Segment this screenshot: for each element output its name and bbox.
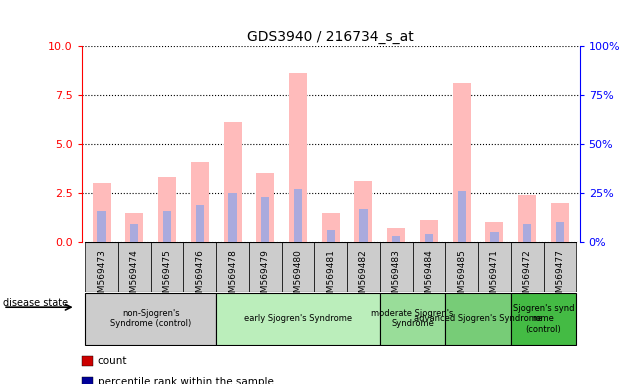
Bar bbox=[216, 242, 249, 292]
Bar bbox=[544, 242, 576, 292]
Bar bbox=[413, 242, 445, 292]
Bar bbox=[380, 242, 413, 292]
Text: GSM569473: GSM569473 bbox=[97, 250, 106, 304]
Text: GSM569476: GSM569476 bbox=[195, 250, 204, 304]
Text: GSM569480: GSM569480 bbox=[294, 250, 302, 304]
Bar bbox=[196, 205, 204, 242]
Bar bbox=[380, 293, 445, 344]
Bar bbox=[261, 197, 269, 242]
Bar bbox=[93, 183, 110, 242]
Text: GSM569485: GSM569485 bbox=[457, 250, 466, 304]
Text: advanced Sjogren's Syndrome: advanced Sjogren's Syndrome bbox=[414, 314, 542, 323]
Bar bbox=[282, 242, 314, 292]
Bar bbox=[425, 234, 433, 242]
Bar bbox=[518, 195, 536, 242]
Text: GSM569475: GSM569475 bbox=[163, 250, 171, 304]
Bar bbox=[457, 191, 466, 242]
Bar bbox=[163, 210, 171, 242]
Text: GSM569477: GSM569477 bbox=[556, 250, 564, 304]
Text: Sjogren's synd
rome
(control): Sjogren's synd rome (control) bbox=[513, 304, 575, 334]
Bar bbox=[478, 242, 511, 292]
Text: percentile rank within the sample: percentile rank within the sample bbox=[98, 377, 273, 384]
Bar bbox=[387, 228, 405, 242]
Bar bbox=[183, 242, 216, 292]
Text: GSM569474: GSM569474 bbox=[130, 250, 139, 304]
Bar bbox=[158, 177, 176, 242]
Bar bbox=[256, 174, 274, 242]
Bar bbox=[85, 242, 118, 292]
Text: GSM569482: GSM569482 bbox=[359, 250, 368, 304]
Text: early Sjogren's Syndrome: early Sjogren's Syndrome bbox=[244, 314, 352, 323]
Bar bbox=[511, 242, 544, 292]
Text: GSM569484: GSM569484 bbox=[425, 250, 433, 304]
Bar bbox=[151, 242, 183, 292]
Bar bbox=[118, 242, 151, 292]
Bar bbox=[445, 293, 511, 344]
Bar bbox=[314, 242, 347, 292]
Text: GSM569481: GSM569481 bbox=[326, 250, 335, 304]
Bar bbox=[420, 220, 438, 242]
Bar bbox=[486, 222, 503, 242]
Bar bbox=[453, 83, 471, 242]
Bar bbox=[229, 193, 237, 242]
Text: GSM569478: GSM569478 bbox=[228, 250, 237, 304]
Bar bbox=[85, 293, 216, 344]
Bar bbox=[490, 232, 498, 242]
Bar bbox=[294, 189, 302, 242]
Text: count: count bbox=[98, 356, 127, 366]
Bar bbox=[98, 210, 106, 242]
Bar bbox=[322, 213, 340, 242]
Text: GSM569483: GSM569483 bbox=[392, 250, 401, 304]
Text: moderate Sjogren's
Syndrome: moderate Sjogren's Syndrome bbox=[372, 309, 454, 328]
Bar bbox=[125, 213, 143, 242]
Bar bbox=[130, 224, 139, 242]
Bar bbox=[523, 224, 531, 242]
Bar bbox=[355, 181, 372, 242]
Bar bbox=[347, 242, 380, 292]
Bar bbox=[360, 209, 367, 242]
Bar bbox=[249, 242, 282, 292]
Bar bbox=[445, 242, 478, 292]
Bar bbox=[191, 162, 209, 242]
Text: disease state: disease state bbox=[3, 298, 68, 308]
Bar bbox=[289, 73, 307, 242]
Text: GSM569472: GSM569472 bbox=[523, 250, 532, 304]
Bar bbox=[556, 222, 564, 242]
Text: GSM569479: GSM569479 bbox=[261, 250, 270, 304]
Text: GSM569471: GSM569471 bbox=[490, 250, 499, 304]
Bar bbox=[224, 122, 241, 242]
Bar bbox=[511, 293, 576, 344]
Bar bbox=[216, 293, 380, 344]
Bar bbox=[551, 203, 569, 242]
Bar bbox=[327, 230, 335, 242]
Text: non-Sjogren's
Syndrome (control): non-Sjogren's Syndrome (control) bbox=[110, 309, 192, 328]
Title: GDS3940 / 216734_s_at: GDS3940 / 216734_s_at bbox=[248, 30, 414, 44]
Bar bbox=[392, 236, 400, 242]
